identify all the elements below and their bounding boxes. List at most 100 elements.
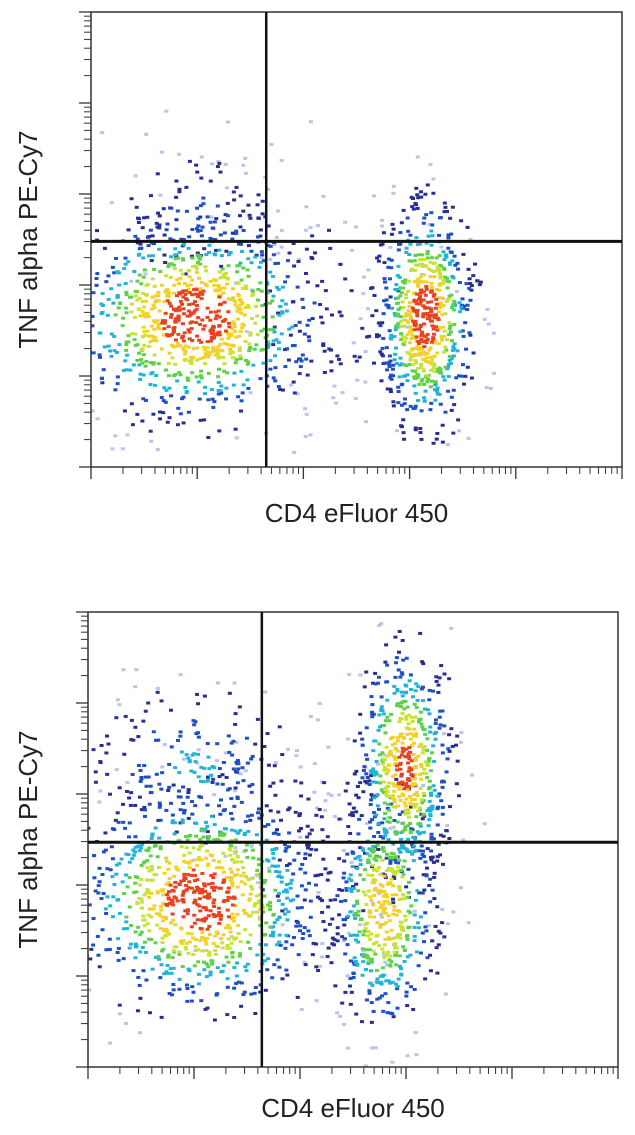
event-dot xyxy=(402,402,407,406)
event-dot xyxy=(425,377,430,381)
event-dot xyxy=(180,397,185,401)
event-dot xyxy=(386,914,391,918)
event-dot xyxy=(440,743,445,747)
event-dot xyxy=(147,937,152,941)
event-dot xyxy=(399,972,404,976)
event-dot xyxy=(361,790,366,794)
event-dot xyxy=(428,275,433,279)
event-dot xyxy=(211,941,216,945)
event-dot xyxy=(155,686,160,690)
event-dot xyxy=(139,906,144,910)
event-dot xyxy=(171,988,176,992)
event-dot xyxy=(124,873,129,877)
event-dot xyxy=(271,851,276,855)
event-dot xyxy=(442,201,447,205)
event-dot xyxy=(361,933,366,937)
event-dot xyxy=(445,922,450,926)
event-dot xyxy=(432,313,437,317)
event-dot xyxy=(183,860,188,864)
event-dot xyxy=(227,750,232,754)
event-dot xyxy=(389,258,394,262)
event-dot xyxy=(366,934,371,938)
event-dot xyxy=(212,905,217,909)
event-dot xyxy=(394,893,399,897)
event-dot xyxy=(136,763,141,767)
event-dot xyxy=(326,946,331,950)
event-dot xyxy=(449,232,454,236)
event-dot xyxy=(238,225,243,229)
event-dot xyxy=(165,929,170,933)
event-dot xyxy=(279,875,284,879)
event-dot xyxy=(167,762,172,766)
event-dot xyxy=(429,300,434,304)
event-dot xyxy=(359,953,364,957)
event-dot xyxy=(216,388,221,392)
event-dot xyxy=(267,907,272,911)
event-dot xyxy=(397,795,402,799)
event-dot xyxy=(239,880,244,884)
event-dot xyxy=(146,775,151,779)
event-dot xyxy=(421,290,426,294)
event-dot xyxy=(205,1006,210,1010)
event-dot xyxy=(329,360,334,364)
event-dot xyxy=(257,872,262,876)
event-dot xyxy=(248,345,253,349)
event-dot xyxy=(371,844,376,848)
event-dot xyxy=(422,396,427,400)
event-dot xyxy=(413,391,418,395)
event-dot xyxy=(388,712,393,716)
event-dot xyxy=(268,904,273,908)
event-dot xyxy=(107,1041,112,1045)
event-dot xyxy=(156,738,161,742)
event-dot xyxy=(405,1004,410,1008)
event-dot xyxy=(187,865,192,869)
event-dot xyxy=(148,784,153,788)
event-dot xyxy=(178,292,183,296)
event-dot xyxy=(137,795,142,799)
event-dot xyxy=(419,337,424,341)
event-dot xyxy=(290,943,295,947)
event-dot xyxy=(188,283,193,287)
event-dot xyxy=(363,349,368,353)
event-dot xyxy=(428,877,433,881)
event-dot xyxy=(268,925,273,929)
event-dot xyxy=(273,793,278,797)
event-dot xyxy=(240,322,245,326)
event-dot xyxy=(156,294,161,298)
event-dot xyxy=(222,808,227,812)
event-dot xyxy=(386,303,391,307)
event-dot xyxy=(112,334,117,338)
event-dot xyxy=(158,269,163,273)
event-dot xyxy=(276,209,281,213)
event-dot xyxy=(406,752,411,756)
event-dot xyxy=(401,658,406,662)
event-dot xyxy=(199,829,204,833)
event-dot xyxy=(443,205,448,209)
event-dot xyxy=(421,728,426,732)
event-dot xyxy=(94,283,99,287)
event-dot xyxy=(217,804,222,808)
event-dot xyxy=(256,807,261,811)
event-dot xyxy=(246,257,251,261)
event-dot xyxy=(328,246,333,250)
event-dot xyxy=(218,233,223,237)
event-dot xyxy=(429,340,434,344)
event-dot xyxy=(135,1009,140,1013)
event-dot xyxy=(225,947,230,951)
event-dot xyxy=(348,873,353,877)
event-dot xyxy=(321,342,326,346)
event-dot xyxy=(314,813,319,817)
event-dot xyxy=(92,876,97,880)
event-dot xyxy=(451,388,456,392)
event-dot xyxy=(443,275,448,279)
event-dot xyxy=(209,874,214,878)
event-dot xyxy=(175,738,180,742)
event-dot xyxy=(240,286,245,290)
event-dot xyxy=(138,769,143,773)
event-dot xyxy=(420,771,425,775)
event-dot xyxy=(399,774,404,778)
event-dot xyxy=(435,287,440,291)
event-dot xyxy=(187,275,192,279)
event-dot xyxy=(413,320,418,324)
event-dot xyxy=(245,761,250,765)
